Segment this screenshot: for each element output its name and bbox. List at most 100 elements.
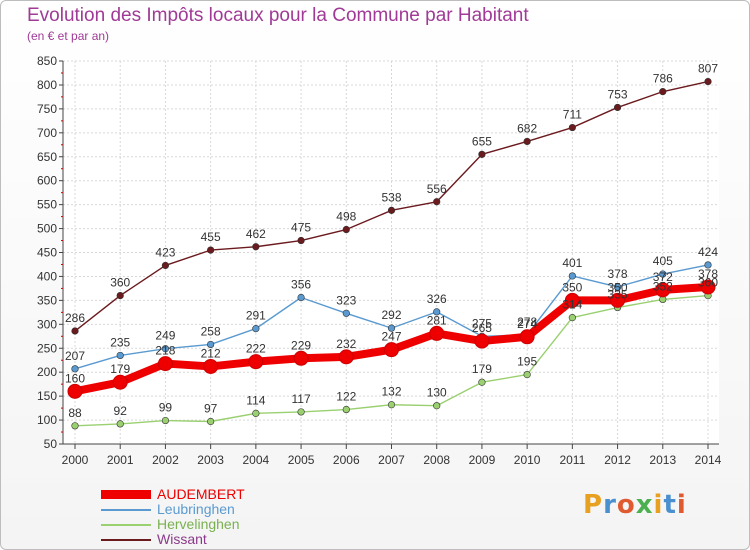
data-label: 350: [608, 280, 628, 294]
data-point: [71, 327, 79, 335]
data-point: [568, 123, 576, 132]
chart-subtitle: (en € et par an): [27, 29, 110, 43]
y-tick-label: 250: [37, 341, 57, 355]
data-label: 179: [110, 362, 130, 376]
y-tick-label: 750: [37, 102, 57, 116]
legend-swatch: [101, 490, 151, 499]
data-label: 99: [159, 401, 173, 415]
data-point: [564, 292, 580, 308]
data-label: 274: [517, 317, 537, 331]
x-tick-label: 2013: [649, 453, 676, 467]
data-label: 229: [291, 338, 311, 352]
x-tick-label: 2001: [107, 453, 134, 467]
data-label: 405: [653, 254, 673, 268]
y-tick-label: 50: [44, 437, 58, 451]
data-point: [252, 243, 260, 251]
x-tick-label: 2006: [333, 453, 360, 467]
data-point: [203, 358, 219, 374]
data-point: [433, 308, 441, 316]
x-tick-label: 2011: [559, 453, 585, 467]
data-label: 235: [110, 335, 130, 349]
legend-swatch: [101, 524, 151, 526]
data-point: [161, 261, 170, 270]
data-point: [342, 405, 350, 414]
data-label: 682: [517, 121, 537, 135]
logo-letter: i: [653, 490, 664, 520]
data-label: 356: [291, 278, 311, 292]
data-point: [613, 283, 622, 291]
data-point: [297, 236, 305, 245]
data-point: [161, 345, 170, 353]
data-point: [387, 324, 396, 332]
data-label: 335: [608, 288, 628, 302]
data-label: 249: [155, 329, 175, 343]
data-label: 92: [114, 404, 128, 418]
data-label: 423: [155, 245, 175, 259]
data-point: [478, 150, 486, 158]
y-tick-label: 800: [37, 78, 57, 92]
y-tick-label: 850: [37, 54, 57, 68]
data-label: 222: [246, 342, 266, 356]
y-tick-label: 600: [37, 174, 57, 188]
data-point: [523, 137, 531, 146]
data-label: 291: [246, 309, 266, 323]
data-label: 258: [201, 324, 221, 338]
chart-title: Evolution des Impôts locaux pour la Comm…: [27, 5, 529, 26]
data-point: [297, 408, 305, 416]
y-tick-label: 150: [37, 389, 57, 403]
data-point: [248, 354, 264, 370]
data-label: 212: [201, 346, 221, 360]
logo-letter: o: [616, 490, 636, 520]
data-point: [161, 416, 170, 425]
data-point: [116, 351, 124, 360]
data-label: 286: [65, 311, 85, 325]
y-tick-label: 300: [37, 317, 57, 331]
data-label: 323: [336, 293, 356, 307]
x-tick-label: 2010: [514, 453, 541, 467]
data-label: 807: [698, 62, 718, 76]
x-tick-label: 2004: [243, 453, 270, 467]
data-point: [700, 279, 716, 295]
data-point: [523, 370, 531, 379]
data-point: [116, 291, 124, 300]
data-point: [297, 293, 305, 302]
legend-label: Leubringhen: [157, 501, 235, 517]
y-tick-label: 650: [37, 150, 57, 164]
data-point: [568, 272, 576, 280]
data-label: 711: [563, 108, 582, 122]
data-label: 132: [381, 385, 401, 399]
data-point: [474, 333, 490, 349]
data-label: 786: [653, 72, 673, 86]
data-point: [71, 422, 79, 430]
data-point: [429, 325, 445, 341]
data-label: 160: [65, 371, 85, 385]
proxiti-logo: Proxiti: [583, 490, 687, 520]
y-tick-label: 500: [37, 222, 57, 236]
data-point: [71, 365, 79, 373]
x-tick-label: 2000: [62, 453, 89, 467]
data-label: 130: [427, 386, 447, 400]
data-point: [387, 206, 396, 214]
data-label: 352: [653, 279, 673, 293]
data-point: [338, 349, 354, 365]
data-label: 462: [246, 227, 266, 241]
data-label: 556: [427, 182, 447, 196]
data-label: 498: [336, 210, 356, 224]
logo-letter: x: [635, 490, 654, 520]
data-point: [384, 342, 399, 358]
data-point: [659, 88, 667, 96]
x-tick-label: 2014: [695, 453, 722, 467]
y-tick-label: 200: [37, 365, 57, 379]
data-point: [519, 329, 535, 345]
legend-label: Hervelinghen: [157, 516, 240, 532]
y-tick-label: 350: [37, 293, 57, 307]
data-point: [116, 420, 124, 428]
data-label: 372: [653, 270, 673, 284]
data-label: 195: [517, 355, 537, 369]
data-label: 292: [381, 308, 401, 322]
data-point: [387, 401, 396, 409]
data-label: 753: [608, 87, 628, 101]
x-tick-label: 2005: [288, 453, 315, 467]
data-label: 114: [246, 393, 265, 407]
